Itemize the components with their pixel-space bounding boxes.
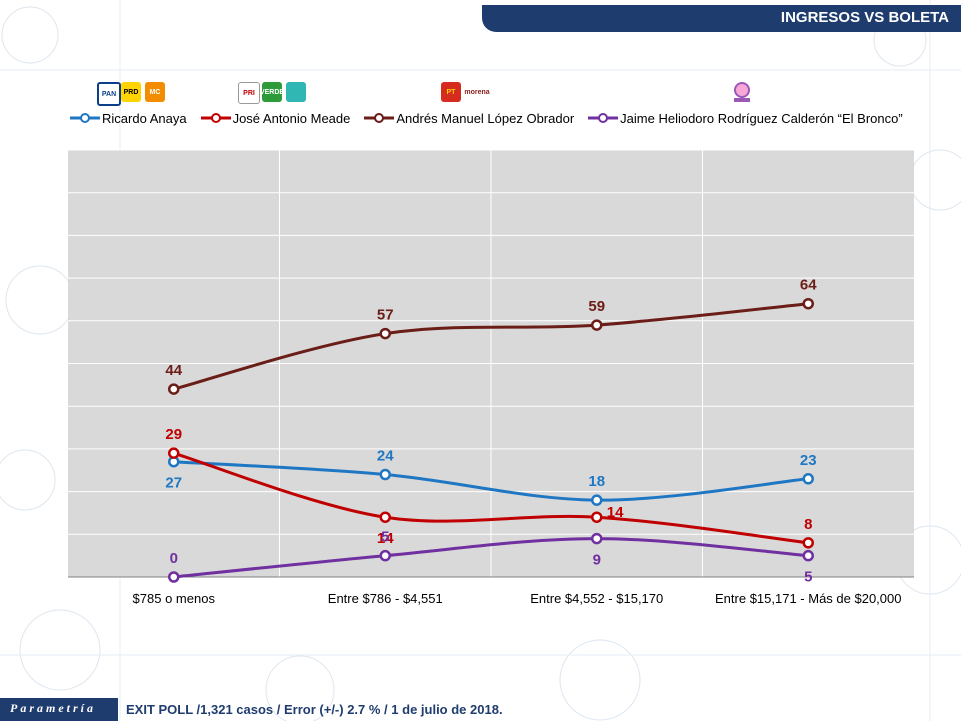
brand-name: Parametría [10, 701, 96, 715]
legend-label: Jaime Heliodoro Rodríguez Calderón “El B… [620, 110, 903, 126]
data-point [379, 511, 391, 523]
legend-label: Andrés Manuel López Obrador [396, 110, 575, 126]
legend-marker-icon [70, 113, 100, 123]
data-label: 14 [377, 530, 394, 547]
data-label: 5 [381, 529, 389, 546]
series-line [173, 460, 809, 502]
x-tick-label: Entre $15,171 - Más de $20,000 [715, 591, 901, 606]
data-label: 5 [804, 569, 812, 586]
data-point [168, 383, 180, 395]
data-label: 64 [800, 277, 817, 294]
data-point [379, 327, 391, 340]
data-label: 18 [588, 473, 605, 490]
data-point [802, 549, 814, 562]
data-label: 57 [377, 307, 394, 324]
legend-marker-icon [588, 113, 619, 123]
data-point [591, 532, 603, 545]
legend-marker-icon [200, 113, 231, 123]
data-point [591, 511, 603, 523]
data-point [802, 297, 814, 310]
legend-item-meade: José Antonio Meade [200, 110, 351, 126]
chart-legend: Ricardo Anaya José Antonio Meade Andrés … [70, 108, 917, 128]
footer-brand-bar: Parametría [0, 698, 118, 721]
data-label: 14 [607, 504, 624, 521]
data-point [802, 473, 814, 485]
legend-label: José Antonio Meade [232, 110, 351, 126]
legend-item-bronco: Jaime Heliodoro Rodríguez Calderón “El B… [588, 111, 903, 126]
series-line [173, 302, 809, 391]
data-point [168, 447, 180, 459]
data-label: 29 [165, 426, 182, 443]
page-title: INGRESOS VS BOLETA [780, 9, 949, 26]
legend-label: Ricardo Anaya [102, 110, 187, 126]
data-label: 27 [165, 475, 182, 492]
morena-logo: morena [464, 88, 490, 96]
legend-marker-icon [364, 113, 395, 123]
independiente-logo-icon [734, 82, 750, 102]
series-line [173, 451, 809, 545]
data-point [379, 468, 391, 481]
verde-logo: VERDE [260, 82, 284, 102]
x-tick-label: Entre $4,552 - $15,170 [530, 591, 663, 606]
x-tick-label: Entre $786 - $4,551 [328, 591, 443, 606]
x-tick-label: $785 o menos [133, 591, 216, 606]
data-point [802, 537, 814, 549]
header-bar: INGRESOS VS BOLETA [482, 5, 961, 32]
data-label: 9 [593, 552, 601, 569]
footer-note: EXIT POLL /1,321 casos / Error (+/-) 2.7… [126, 702, 503, 717]
data-point [168, 571, 180, 583]
data-label: 8 [804, 516, 812, 533]
data-point [591, 494, 603, 506]
data-point [379, 549, 391, 562]
legend-item-amlo: Andrés Manuel López Obrador [364, 111, 574, 126]
legend-item-anaya: Ricardo Anaya [70, 111, 187, 126]
nueva-alianza-logo [286, 82, 306, 102]
data-label: 23 [800, 452, 817, 469]
data-label: 0 [170, 550, 178, 567]
data-label: 24 [377, 448, 394, 465]
pan-logo: PAN [97, 82, 121, 106]
data-label: 44 [165, 362, 182, 379]
mc-logo: MC [145, 82, 165, 102]
data-label: 59 [588, 298, 605, 315]
prd-logo: PRD [121, 82, 141, 102]
data-point [591, 319, 603, 331]
series-line [173, 537, 809, 579]
pri-logo: PRI [238, 82, 260, 104]
bronco-logo [732, 81, 752, 108]
pt-logo: PT [441, 82, 461, 102]
